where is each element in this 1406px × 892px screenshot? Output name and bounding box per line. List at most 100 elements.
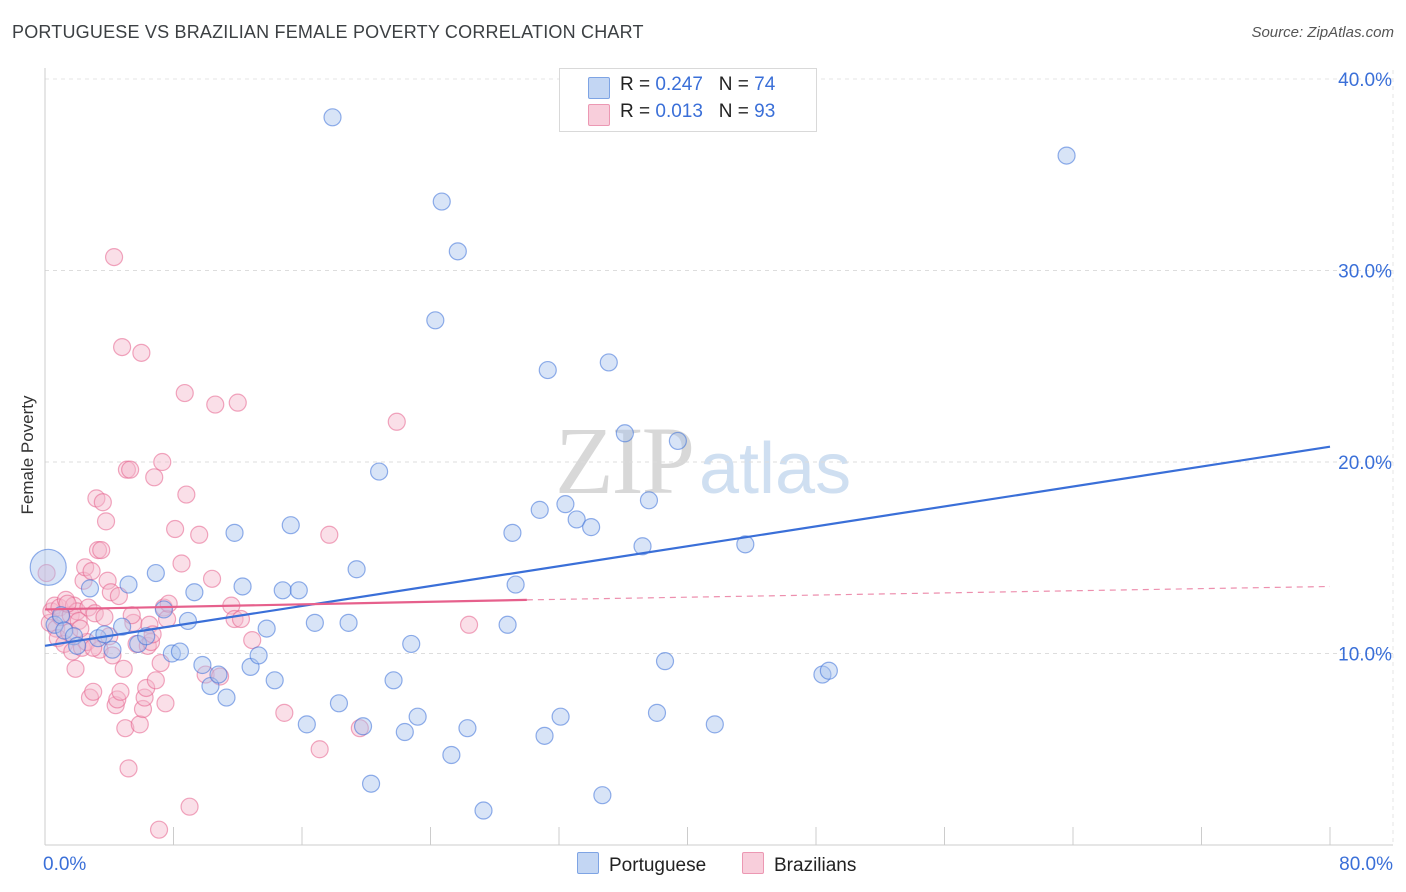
brazilians-point-45 — [119, 759, 138, 778]
x-tick-label-1: 80.0% — [1339, 854, 1393, 875]
brazilians-point-22 — [80, 688, 100, 707]
brazilians-point-50 — [132, 343, 151, 362]
y-tick-label-3: 40.0% — [1338, 70, 1392, 91]
portuguese-point-47 — [432, 192, 451, 211]
portuguese-point-10 — [112, 617, 132, 636]
portuguese-point-39 — [353, 717, 373, 736]
legend-item-brazilians: Brazilians — [742, 852, 856, 877]
portuguese-point-8 — [95, 625, 114, 644]
portuguese-point-55 — [530, 500, 549, 519]
portuguese-point-59 — [556, 495, 575, 514]
brazilians-point-42 — [114, 659, 133, 678]
brazilians-point-49 — [130, 715, 149, 734]
brazilians-point-29 — [92, 540, 111, 560]
tick-labels: 10.0% 20.0% 30.0% 40.0% 0.0% 80.0% — [43, 70, 1393, 875]
brazilians-point-14 — [66, 659, 85, 678]
portuguese-point-68 — [655, 652, 675, 671]
brazilians-point-67 — [172, 554, 191, 573]
stats-box: R = 0.247 N = 74 R = 0.013 N = 93 — [559, 68, 817, 132]
watermark-atlas: atlas — [699, 429, 852, 509]
brazilians-point-0 — [37, 563, 56, 583]
brazilians-point-12 — [63, 642, 82, 661]
source-label: Source: ZipAtlas.com — [1251, 24, 1394, 41]
portuguese-point-50 — [458, 719, 477, 738]
brazilians-point-35 — [103, 646, 122, 665]
portuguese-point-51 — [474, 801, 493, 820]
stats-swatch-portuguese — [588, 77, 610, 99]
brazilians-point-40 — [111, 682, 130, 701]
brazilians-point-70 — [180, 797, 199, 816]
portuguese-point-45 — [408, 707, 427, 726]
portuguese-point-42 — [384, 671, 403, 690]
brazilians-point-32 — [96, 512, 116, 531]
brazilians-point-73 — [202, 569, 222, 588]
brazilians-point-23 — [82, 562, 101, 581]
brazilians-point-46 — [121, 460, 140, 479]
portuguese-point-70 — [705, 715, 724, 734]
portuguese-point-28 — [257, 619, 276, 638]
brazilians-point-36 — [104, 247, 124, 267]
portuguese-point-19 — [185, 583, 204, 602]
axes — [44, 68, 1393, 846]
brazilians-point-43 — [116, 719, 135, 738]
portuguese-point-60 — [567, 510, 586, 529]
brazilians-point-69 — [177, 485, 196, 504]
y-tick-label-1: 20.0% — [1338, 453, 1392, 474]
brazilians-point-83 — [320, 525, 339, 544]
portuguese-point-63 — [599, 353, 618, 372]
portuguese-point-49 — [448, 242, 467, 261]
legend-label-brazilians: Brazilians — [774, 855, 857, 876]
brazilians-point-85 — [387, 412, 406, 431]
portuguese-point-20 — [193, 655, 212, 675]
portuguese-point-18 — [178, 611, 198, 631]
portuguese-point-2 — [51, 606, 71, 625]
portuguese-point-32 — [289, 581, 308, 600]
portuguese-point-9 — [103, 640, 122, 659]
legend-swatch-portuguese — [577, 852, 599, 874]
portuguese-point-46 — [426, 311, 445, 330]
brazilians-point-81 — [275, 703, 294, 722]
portuguese-point-54 — [506, 575, 525, 594]
brazilians-point-68 — [175, 383, 194, 403]
legend-item-portuguese: Portuguese — [577, 852, 706, 877]
portuguese-trend-line — [44, 445, 1331, 647]
brazilians-point-33 — [98, 571, 117, 590]
brazilians-point-58 — [146, 671, 165, 690]
legend-swatch-brazilians — [742, 852, 764, 874]
portuguese-point-23 — [217, 688, 236, 707]
brazilians-point-86 — [459, 615, 479, 634]
stats-text-portuguese: R = 0.247 N = 74 — [620, 74, 776, 95]
brazilians-point-31 — [95, 608, 114, 627]
brazilians-point-66 — [166, 519, 185, 539]
brazilians-point-80 — [243, 630, 262, 650]
stats-swatch-brazilians — [588, 104, 610, 126]
portuguese-point-57 — [538, 360, 557, 380]
brazilians-point-59 — [149, 820, 169, 839]
brazilians-point-53 — [137, 678, 156, 698]
portuguese-point-6 — [80, 579, 100, 598]
portuguese-point-11 — [119, 575, 138, 594]
brazilians-point-74 — [206, 395, 225, 414]
portuguese-point-13 — [137, 627, 156, 646]
portuguese-point-1 — [45, 615, 64, 634]
portuguese-point-73 — [819, 661, 838, 680]
brazilians-trend-extension — [526, 585, 1331, 601]
portuguese-point-65 — [633, 537, 652, 556]
brazilians-point-41 — [112, 338, 132, 357]
portuguese-point-71 — [736, 535, 755, 554]
portuguese-point-14 — [146, 563, 165, 583]
portuguese-point-38 — [347, 560, 366, 579]
brazilians-point-24 — [84, 682, 103, 701]
portuguese-point-29 — [265, 671, 284, 690]
portuguese-point-33 — [297, 715, 316, 734]
portuguese-point-67 — [647, 703, 667, 722]
portuguese-point-17 — [170, 642, 190, 661]
portuguese-point-40 — [361, 774, 381, 793]
portuguese-point-3 — [55, 621, 74, 640]
portuguese-point-61 — [582, 518, 601, 537]
trend-lines — [44, 445, 1331, 647]
portuguese-point-30 — [273, 581, 292, 600]
portuguese-point-53 — [503, 523, 522, 542]
portuguese-point-0 — [29, 548, 67, 586]
